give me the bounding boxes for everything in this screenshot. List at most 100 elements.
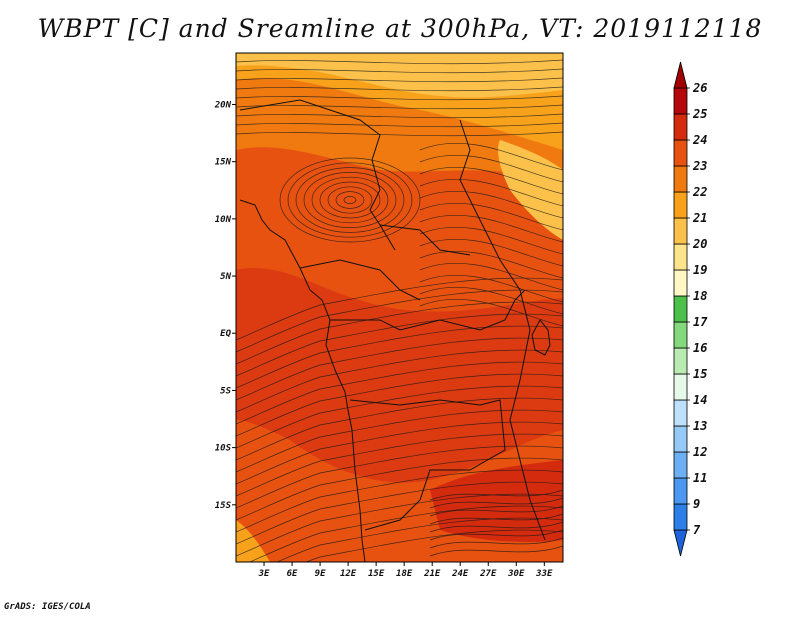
lon-tick-label: 15E bbox=[368, 569, 385, 579]
colorbar-label: 19 bbox=[693, 263, 707, 277]
streamline-east bbox=[419, 142, 563, 171]
lon-tick-label: 6E bbox=[287, 569, 298, 579]
lat-tick-label: EQ bbox=[220, 329, 231, 339]
streamline-north bbox=[236, 131, 563, 137]
colorbar-swatch bbox=[673, 451, 688, 479]
streamline-vortex bbox=[343, 196, 357, 204]
streamline-south bbox=[276, 517, 563, 562]
streamline-vortex bbox=[335, 191, 365, 209]
field-shade-northeast bbox=[498, 140, 563, 240]
streamline-south bbox=[236, 361, 563, 425]
colorbar-swatch bbox=[673, 165, 688, 193]
colorbar-label: 25 bbox=[692, 107, 707, 121]
streamline-vortex bbox=[319, 181, 381, 219]
colorbar-label: 14 bbox=[693, 393, 707, 407]
lat-tick-label: 10S bbox=[215, 444, 232, 454]
lat-tick-label: 20N bbox=[214, 100, 232, 110]
streamline-southeast bbox=[429, 545, 563, 557]
colorbar-swatch bbox=[673, 347, 688, 375]
lon-tick-label: 33E bbox=[535, 569, 553, 579]
lon-tick-label: 21E bbox=[423, 569, 441, 579]
streamline-east bbox=[419, 286, 563, 315]
streamline-north bbox=[236, 95, 563, 101]
border-north bbox=[239, 99, 396, 251]
streamline-south bbox=[236, 385, 563, 449]
colorbar-swatch bbox=[673, 399, 688, 427]
streamline-east bbox=[419, 298, 563, 327]
streamline-south bbox=[305, 529, 563, 562]
streamline-vortex bbox=[303, 172, 397, 228]
streamline-east bbox=[419, 166, 563, 195]
streamline-southeast bbox=[429, 513, 563, 525]
streamline-east bbox=[419, 238, 563, 267]
streamline-south bbox=[236, 349, 563, 413]
colorbar-label: 13 bbox=[693, 419, 707, 433]
lon-tick-label: 24E bbox=[451, 569, 469, 579]
streamline-south bbox=[236, 493, 563, 557]
streamline-north bbox=[236, 59, 563, 65]
streamline-southeast bbox=[429, 537, 563, 549]
field-shade-24-plus bbox=[236, 267, 563, 483]
streamline-south bbox=[236, 373, 563, 437]
streamline-south bbox=[249, 505, 563, 562]
streamline-south bbox=[236, 481, 563, 545]
lon-tick-label: 27E bbox=[479, 569, 497, 579]
lon-tick-label: 3E bbox=[258, 569, 270, 579]
colorbar-label: 20 bbox=[692, 237, 707, 251]
streamline-north bbox=[236, 122, 563, 128]
lat-tick-label: 5N bbox=[220, 272, 231, 282]
streamline-vortex bbox=[311, 176, 389, 224]
streamline-southeast bbox=[429, 529, 563, 541]
colorbar-label: 11 bbox=[693, 471, 707, 485]
streamline-north bbox=[236, 113, 563, 119]
latitude-axis: 20N 15N 10N 5N EQ 5S 10S 15S bbox=[214, 100, 236, 511]
border-south bbox=[349, 399, 506, 531]
lon-tick-label: 18E bbox=[396, 569, 413, 579]
streamline-east bbox=[419, 202, 563, 231]
border-east bbox=[459, 119, 546, 541]
streamline-southeast bbox=[429, 521, 563, 533]
colorbar-swatch bbox=[673, 321, 688, 349]
lake-east bbox=[531, 319, 551, 356]
colorbar-swatch bbox=[673, 477, 688, 505]
colorbar-swatch bbox=[673, 425, 688, 453]
streamline-south bbox=[236, 337, 563, 401]
streamline-south bbox=[236, 433, 563, 497]
lat-tick-label: 10N bbox=[215, 215, 232, 225]
colorbar-swatch bbox=[673, 113, 688, 141]
colorbar-min-triangle bbox=[673, 529, 688, 557]
border-central bbox=[330, 289, 526, 331]
colorbar-swatch bbox=[673, 373, 688, 401]
streamline-vortex bbox=[287, 162, 413, 238]
field-shade-north-cool bbox=[236, 53, 563, 98]
streamline-southeast bbox=[429, 489, 563, 501]
colorbar-label: 18 bbox=[693, 289, 707, 303]
streamline-south bbox=[236, 469, 563, 533]
colorbar-label: 7 bbox=[693, 523, 701, 537]
streamline-east bbox=[419, 154, 563, 183]
colorbar: 7 9 11 12 13 14 15 16 17 18 19 20 21 22 23 24 25 26 bbox=[673, 61, 708, 557]
streamline-vortex bbox=[279, 157, 421, 243]
streamline-south bbox=[236, 289, 563, 353]
streamline-north bbox=[236, 86, 563, 92]
streamline-south bbox=[236, 457, 563, 521]
colorbar-label: 15 bbox=[693, 367, 707, 381]
streamline-east bbox=[419, 190, 563, 219]
lat-tick-label: 15S bbox=[215, 501, 232, 511]
lon-tick-label: 30E bbox=[507, 569, 525, 579]
colorbar-swatch bbox=[673, 217, 688, 245]
colorbar-label: 12 bbox=[693, 445, 707, 459]
streamline-east bbox=[419, 262, 563, 291]
streamline-south bbox=[236, 277, 563, 341]
streamlines bbox=[236, 59, 563, 562]
lon-tick-label: 9E bbox=[315, 569, 326, 579]
colorbar-max-triangle bbox=[673, 61, 688, 89]
streamline-southeast bbox=[429, 497, 563, 509]
streamline-south bbox=[236, 301, 563, 365]
lat-tick-label: 15N bbox=[215, 158, 232, 168]
colorbar-label: 24 bbox=[692, 133, 707, 147]
colorbar-label: 21 bbox=[692, 211, 707, 225]
grads-credit: GrADS: IGES/COLA bbox=[4, 602, 91, 612]
colorbar-label: 26 bbox=[692, 81, 707, 95]
colorbar-swatch bbox=[673, 503, 688, 531]
